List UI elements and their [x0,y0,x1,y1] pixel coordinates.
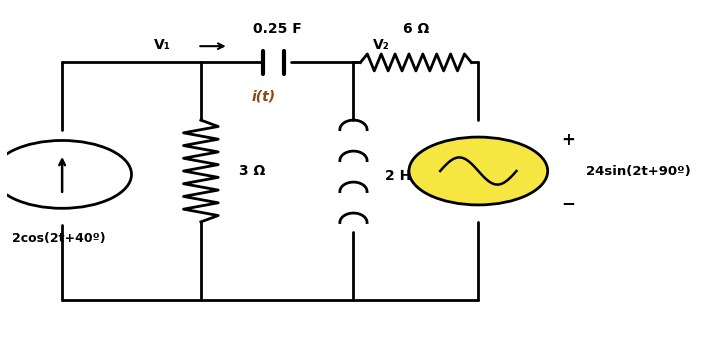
Text: V₁: V₁ [154,39,171,52]
Text: +: + [561,131,576,149]
Text: 2cos(2t+40º): 2cos(2t+40º) [12,232,106,245]
Text: −: − [561,194,576,212]
Text: V₂: V₂ [373,39,390,52]
Circle shape [409,137,548,205]
Text: 6 Ω: 6 Ω [403,22,429,36]
Text: 3 Ω: 3 Ω [239,164,265,178]
Text: 24sin(2t+90º): 24sin(2t+90º) [586,165,691,177]
Text: 2 H: 2 H [385,169,411,183]
Text: i(t): i(t) [251,89,275,103]
Text: 0.25 F: 0.25 F [253,22,302,36]
Circle shape [0,141,132,208]
